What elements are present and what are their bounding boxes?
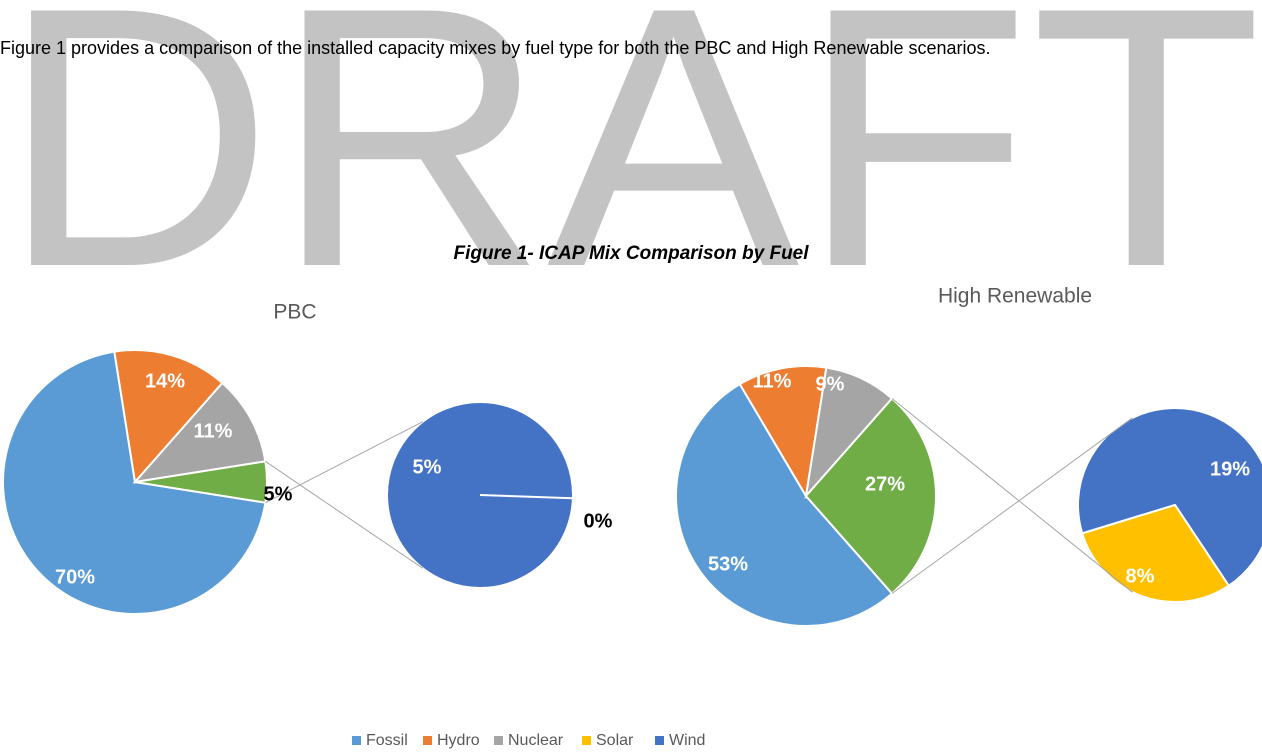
legend-swatch (423, 736, 432, 745)
slice-label: 14% (145, 370, 185, 392)
legend-swatch (582, 736, 591, 745)
secondary-pie-slice (1077, 407, 1262, 588)
pie-slice (113, 349, 224, 485)
slice-label: 53% (708, 553, 748, 575)
legend-label: Wind (669, 732, 705, 749)
legend-swatch (655, 736, 664, 745)
connector-line (891, 417, 1133, 594)
slice-label: 70% (55, 566, 95, 588)
pie-slice (675, 382, 894, 628)
slice-label: 27% (865, 473, 905, 495)
slice-label: 11% (753, 370, 792, 392)
watermark: DRAFT (0, 0, 1262, 344)
chart-title: High Renewable (938, 285, 1092, 308)
secondary-pie-slice (479, 494, 573, 500)
legend-label: Hydro (437, 732, 480, 749)
legend-label: Fossil (366, 732, 408, 749)
slice-label: 11% (194, 420, 233, 442)
slice-label: 19% (1210, 458, 1250, 480)
legend-swatch (494, 736, 503, 745)
connector-line (265, 421, 423, 504)
slice-label: 0% (584, 510, 613, 532)
pie-slice (738, 365, 828, 499)
pie-slice (132, 381, 267, 484)
legend-label: Solar (596, 732, 634, 749)
slice-label: 5% (264, 483, 293, 505)
slice-label: 9% (816, 373, 845, 395)
slice-label: 5% (413, 456, 442, 478)
chart-title: PBC (273, 301, 316, 324)
legend-label: Nuclear (508, 732, 564, 749)
secondary-pie-slice (1080, 503, 1231, 603)
connector-line (265, 460, 424, 569)
figure-caption: Figure 1- ICAP Mix Comparison by Fuel (453, 243, 809, 264)
legend-swatch (352, 736, 361, 745)
paragraph: Figure 1 provides a comparison of the in… (0, 38, 991, 58)
connector-line (891, 398, 1133, 593)
slice-label: 8% (1126, 565, 1155, 587)
pie-slice (804, 397, 937, 595)
